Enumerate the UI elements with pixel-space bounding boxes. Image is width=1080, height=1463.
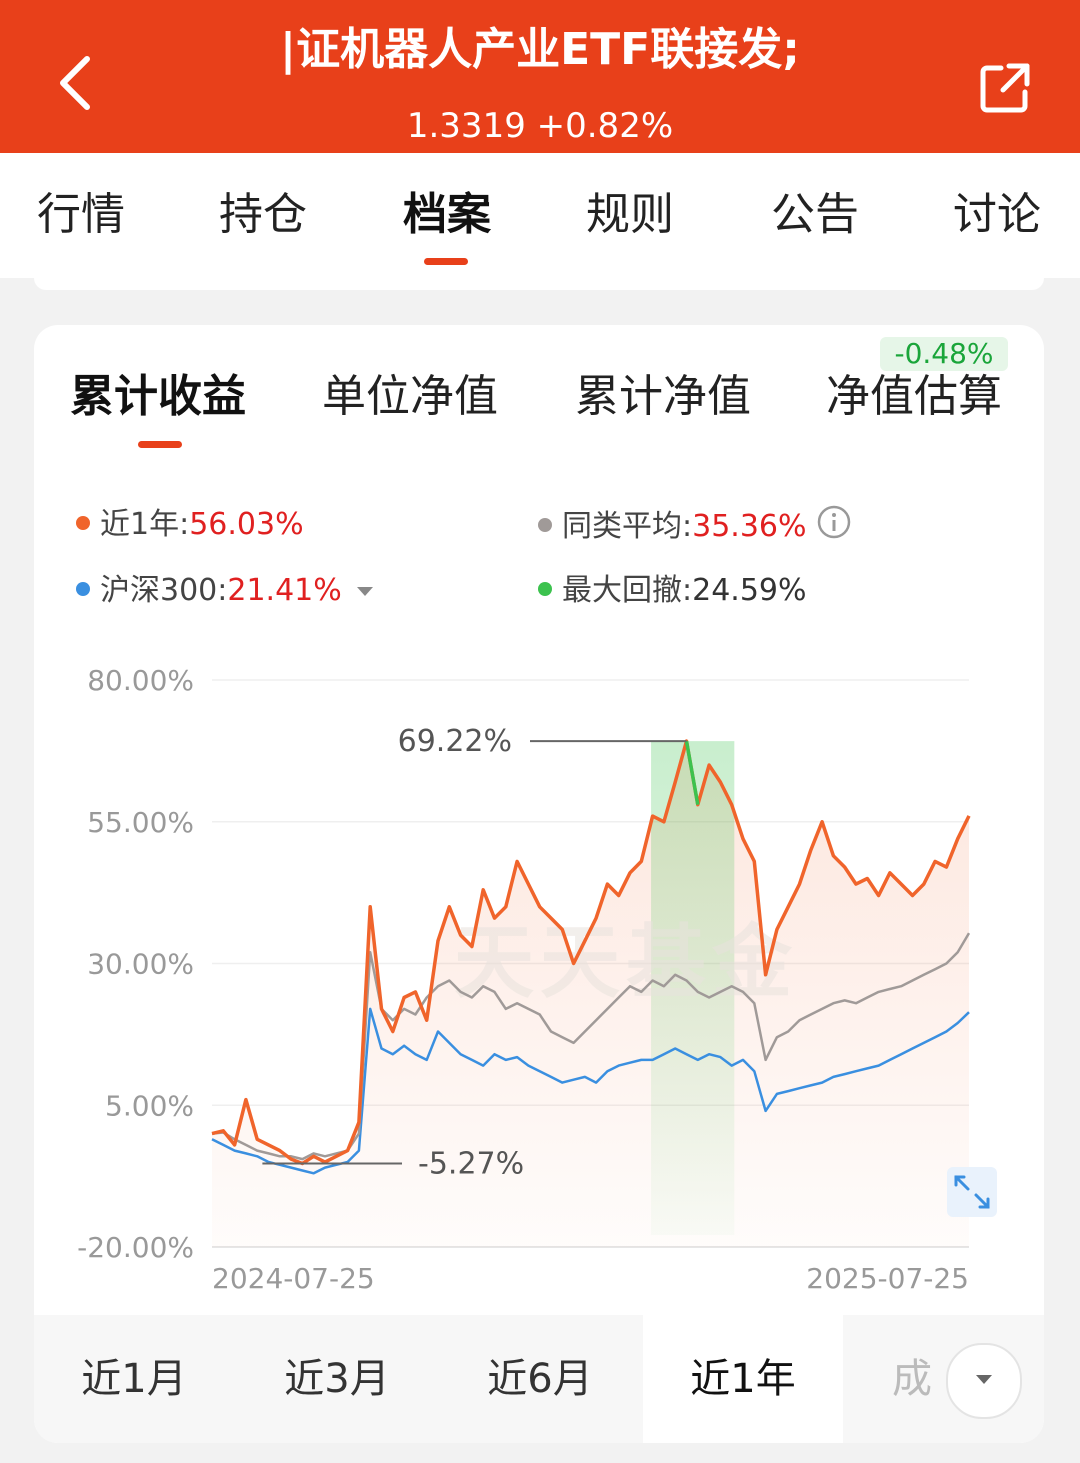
legend-drawdown: 最大回撤:24.59% <box>538 571 807 611</box>
y-tick-label: 30.00% <box>87 948 194 981</box>
period-1-month[interactable]: 近1月 <box>81 1356 187 1402</box>
legend-fund-value: 56.03% <box>189 507 304 542</box>
drawdown-dot <box>538 581 552 596</box>
series-line-fund <box>211 739 971 1166</box>
expand-icon <box>954 1175 990 1209</box>
back-button[interactable] <box>40 50 110 120</box>
legend-index[interactable]: 沪深300:21.41% <box>76 571 378 612</box>
period-since-inception[interactable]: 成 <box>892 1356 932 1402</box>
legend-peer-value: 35.36% <box>692 509 807 544</box>
period-selector: 近1月 近3月 近6月 近1年 成 <box>34 1315 1044 1443</box>
main-tabs: 行情 持仓 档案 规则 公告 讨论 <box>0 153 1080 278</box>
caret-down-icon <box>971 1369 997 1393</box>
fund-title: |证机器人产业ETF联接发; <box>280 24 800 75</box>
legend-drawdown-label: 最大回撤: <box>562 573 693 608</box>
y-tick-label: -20.00% <box>77 1231 194 1264</box>
subtab-cumulative-return[interactable]: 累计收益 <box>70 371 246 422</box>
share-button[interactable] <box>970 55 1040 125</box>
subtab-unit-nav[interactable]: 单位净值 <box>322 371 498 422</box>
tab-profile[interactable]: 档案 <box>403 189 491 240</box>
peer-dot <box>538 517 552 532</box>
legend-peer: 同类平均:35.36% <box>538 505 851 550</box>
previous-card-edge <box>34 278 1044 290</box>
legend-drawdown-value: 24.59% <box>692 573 807 608</box>
active-subtab-indicator <box>138 441 182 448</box>
legend-index-value: 21.41% <box>227 573 342 608</box>
fund-dot <box>76 515 90 530</box>
subtab-cumulative-nav[interactable]: 累计净值 <box>575 371 751 422</box>
tab-rules[interactable]: 规则 <box>586 189 674 240</box>
legend-index-label: 沪深300: <box>100 573 228 608</box>
return-chart[interactable]: 80.00% 55.00% 30.00% 5.00% -20.00% 2024-07-2… <box>34 325 1044 1315</box>
series-line-peer-average <box>211 932 971 1161</box>
drawdown-line <box>684 740 700 806</box>
period-3-months[interactable]: 近3月 <box>284 1356 390 1402</box>
min-annotation-label: -5.27% <box>418 1146 524 1181</box>
legend-fund: 近1年:56.03% <box>76 505 304 545</box>
tab-market[interactable]: 行情 <box>37 189 125 240</box>
chevron-left-icon <box>55 55 95 115</box>
estimate-badge: -0.48% <box>880 337 1008 371</box>
y-tick-label: 80.00% <box>87 664 194 697</box>
y-tick-label: 5.00% <box>105 1089 194 1122</box>
period-6-months[interactable]: 近6月 <box>487 1356 593 1402</box>
price-change: 1.3319 +0.82% <box>406 106 674 146</box>
period-1-year[interactable]: 近1年 <box>643 1315 843 1443</box>
x-tick-label: 2025-07-25 <box>806 1262 969 1295</box>
tab-holdings[interactable]: 持仓 <box>219 189 307 240</box>
x-tick-label: 2024-07-25 <box>212 1262 375 1295</box>
caret-down-icon[interactable] <box>352 572 378 612</box>
fund-area-fill <box>212 741 969 1247</box>
fullscreen-button[interactable] <box>947 1167 997 1217</box>
legend-peer-label: 同类平均: <box>562 509 693 544</box>
share-icon <box>977 60 1033 120</box>
more-periods-button[interactable] <box>946 1343 1022 1419</box>
subtab-nav-estimate[interactable]: 净值估算 <box>826 371 1002 422</box>
active-tab-indicator <box>424 258 468 265</box>
index-dot <box>76 581 90 596</box>
info-icon[interactable] <box>817 505 851 550</box>
top-bar: |证机器人产业ETF联接发; 1.3319 +0.82% <box>0 0 1080 153</box>
return-chart-card: -0.48% 累计收益 单位净值 累计净值 净值估算 近1年:56.03% 同类… <box>34 325 1044 1443</box>
tab-discussion[interactable]: 讨论 <box>953 189 1041 240</box>
tab-announcements[interactable]: 公告 <box>771 189 859 240</box>
legend-fund-label: 近1年: <box>100 507 190 542</box>
y-tick-label: 55.00% <box>87 806 194 839</box>
max-annotation-label: 69.22% <box>398 724 512 759</box>
